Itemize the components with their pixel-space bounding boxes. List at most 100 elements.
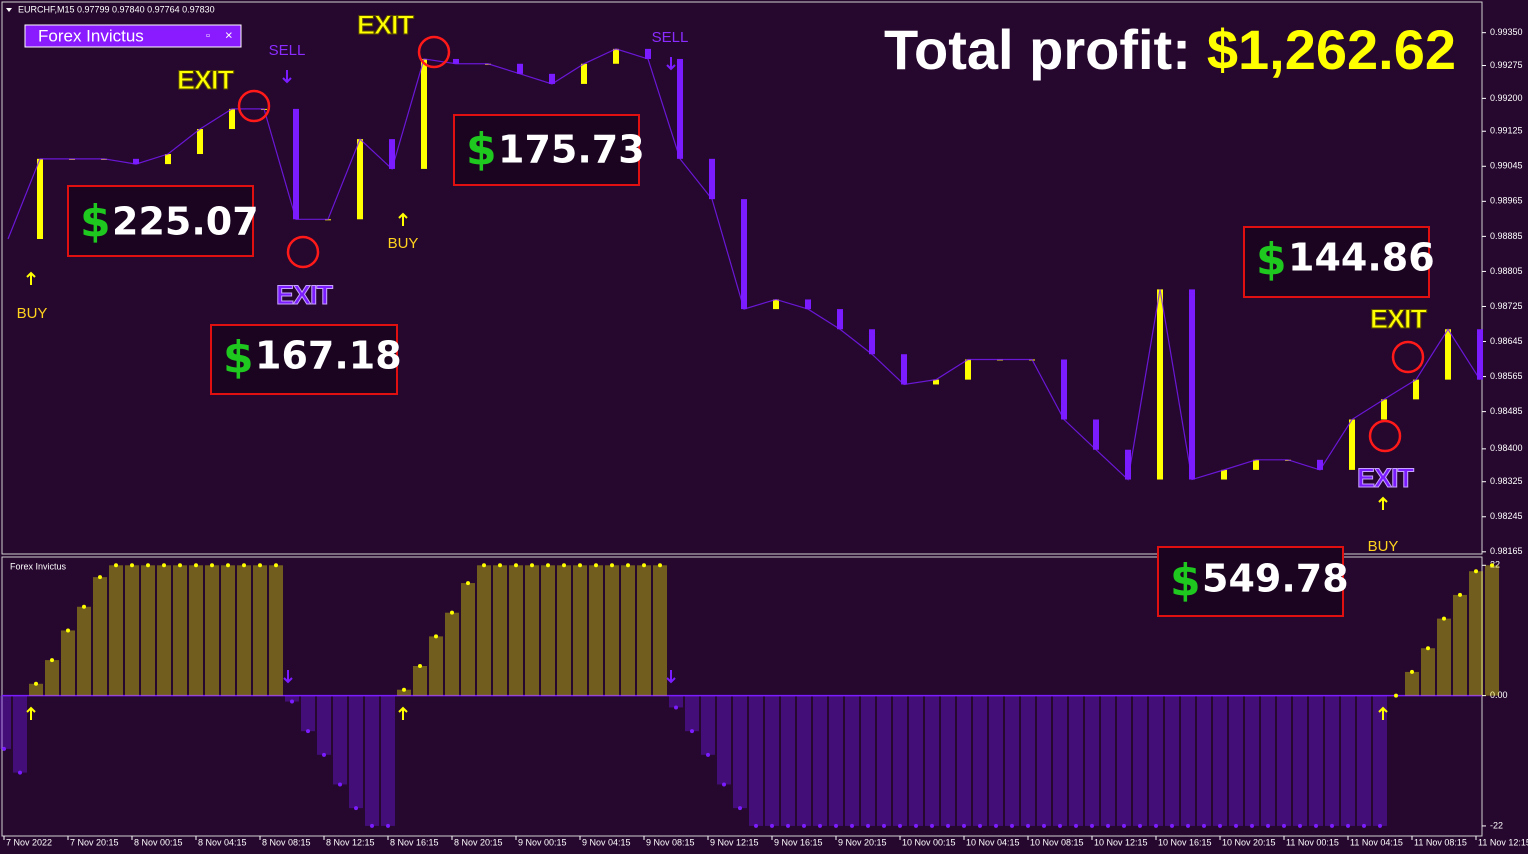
histogram-bar (365, 695, 379, 826)
histogram-dot (130, 563, 134, 568)
histogram-bar (1229, 695, 1243, 826)
x-tick-label: 10 Nov 16:15 (1158, 837, 1212, 847)
exit-signal: EXIT (177, 65, 235, 95)
candle (1157, 289, 1163, 480)
y-tick-label: 0.99200 (1490, 93, 1523, 103)
x-tick-label: 8 Nov 08:15 (262, 837, 311, 847)
sell-arrow (282, 70, 292, 84)
histogram-bar (1181, 695, 1195, 826)
x-tick-label: 9 Nov 20:15 (838, 837, 887, 847)
candle (229, 108, 235, 130)
box-currency: $ (80, 196, 111, 247)
histogram-dot (290, 699, 294, 704)
widget-close[interactable]: × (225, 27, 233, 42)
histogram-bar (813, 695, 827, 826)
candle (1317, 459, 1323, 470)
candle (165, 154, 171, 165)
histogram-dot (178, 563, 182, 568)
histogram-dot (450, 610, 454, 615)
histogram-bar (109, 565, 123, 696)
histogram-bar (1117, 695, 1131, 826)
histogram-dot (1474, 569, 1478, 574)
total-profit-label: Total profit: $1,262.62 (884, 18, 1456, 81)
histogram-bar (829, 695, 843, 826)
histogram-bar (909, 695, 923, 826)
histogram-bar (77, 606, 91, 696)
histogram-dot (1330, 823, 1334, 828)
histogram-dot (770, 823, 774, 828)
buy-signal: BUY (1368, 538, 1399, 555)
histogram-dot (706, 752, 710, 757)
histogram-dot (834, 823, 838, 828)
buy-arrow (1378, 706, 1388, 720)
histogram-dot (610, 563, 614, 568)
x-tick-label: 9 Nov 00:15 (518, 837, 567, 847)
exit-signal: EXIT (276, 280, 334, 310)
box-currency: $ (1170, 555, 1201, 606)
x-tick-label: 10 Nov 00:15 (902, 837, 956, 847)
histogram-bar (189, 565, 203, 696)
histogram-dot (1234, 823, 1238, 828)
buy-arrow (398, 706, 408, 720)
histogram-bar (605, 565, 619, 696)
histogram-dot (658, 563, 662, 568)
widget-restore[interactable]: ▫ (206, 30, 210, 42)
histogram-bar (253, 565, 267, 696)
menu-arrow (6, 8, 12, 12)
histogram-dot (946, 823, 950, 828)
histogram-bar (541, 565, 555, 696)
histogram-dot (1362, 823, 1366, 828)
histogram-dot (530, 563, 534, 568)
histogram-dot (1218, 823, 1222, 828)
candle (869, 329, 875, 355)
exit-circle (1391, 340, 1425, 374)
box-frame (1243, 226, 1430, 298)
sell-arrow (666, 57, 676, 71)
y-tick-label: -22 (1490, 820, 1503, 830)
buy-arrow (26, 271, 36, 285)
histogram-bar (349, 695, 363, 809)
y-tick-label: 0.99125 (1490, 126, 1523, 136)
histogram-bar (1197, 695, 1211, 826)
candle (37, 158, 43, 240)
trade-box: $549.78 (1157, 546, 1349, 617)
x-tick-label: 8 Nov 00:15 (134, 837, 183, 847)
histogram-dot (1442, 616, 1446, 621)
histogram-dot (66, 628, 70, 633)
trade-box: $175.73 (453, 114, 645, 186)
histogram-bar (1101, 695, 1115, 826)
y-tick-label: 0.98565 (1490, 371, 1523, 381)
histogram-bar (749, 695, 763, 826)
histogram-bar (1485, 565, 1499, 696)
histogram-bar (1085, 695, 1099, 826)
histogram-bar (1309, 695, 1323, 826)
x-tick-label: 8 Nov 16:15 (390, 837, 439, 847)
histogram-dot (338, 782, 342, 787)
trade-box: $144.86 (1243, 226, 1435, 298)
exit-signal: EXIT (1370, 304, 1428, 334)
candle (197, 129, 203, 155)
histogram-dot (1122, 823, 1126, 828)
y-tick-label: 0.98400 (1490, 443, 1523, 453)
histogram-bar (781, 695, 795, 826)
x-tick-label: 11 Nov 08:15 (1414, 837, 1467, 847)
box-currency: $ (466, 124, 497, 175)
histogram-dot (114, 563, 118, 568)
buy-arrow (26, 706, 36, 720)
indicator-widget[interactable] (24, 24, 242, 48)
histogram-dot (674, 705, 678, 710)
candle (517, 63, 523, 74)
histogram-bar (237, 565, 251, 696)
histogram-dot (386, 823, 390, 828)
x-tick-label: 11 Nov 12:15 (1478, 837, 1528, 847)
histogram-dot (738, 806, 742, 811)
histogram-bar (445, 612, 459, 696)
candle (613, 48, 619, 64)
sell-arrow (666, 670, 676, 684)
histogram-bar (1245, 695, 1259, 826)
histogram-bar (301, 695, 315, 732)
histogram-dot (786, 823, 790, 828)
histogram-bar (141, 565, 155, 696)
